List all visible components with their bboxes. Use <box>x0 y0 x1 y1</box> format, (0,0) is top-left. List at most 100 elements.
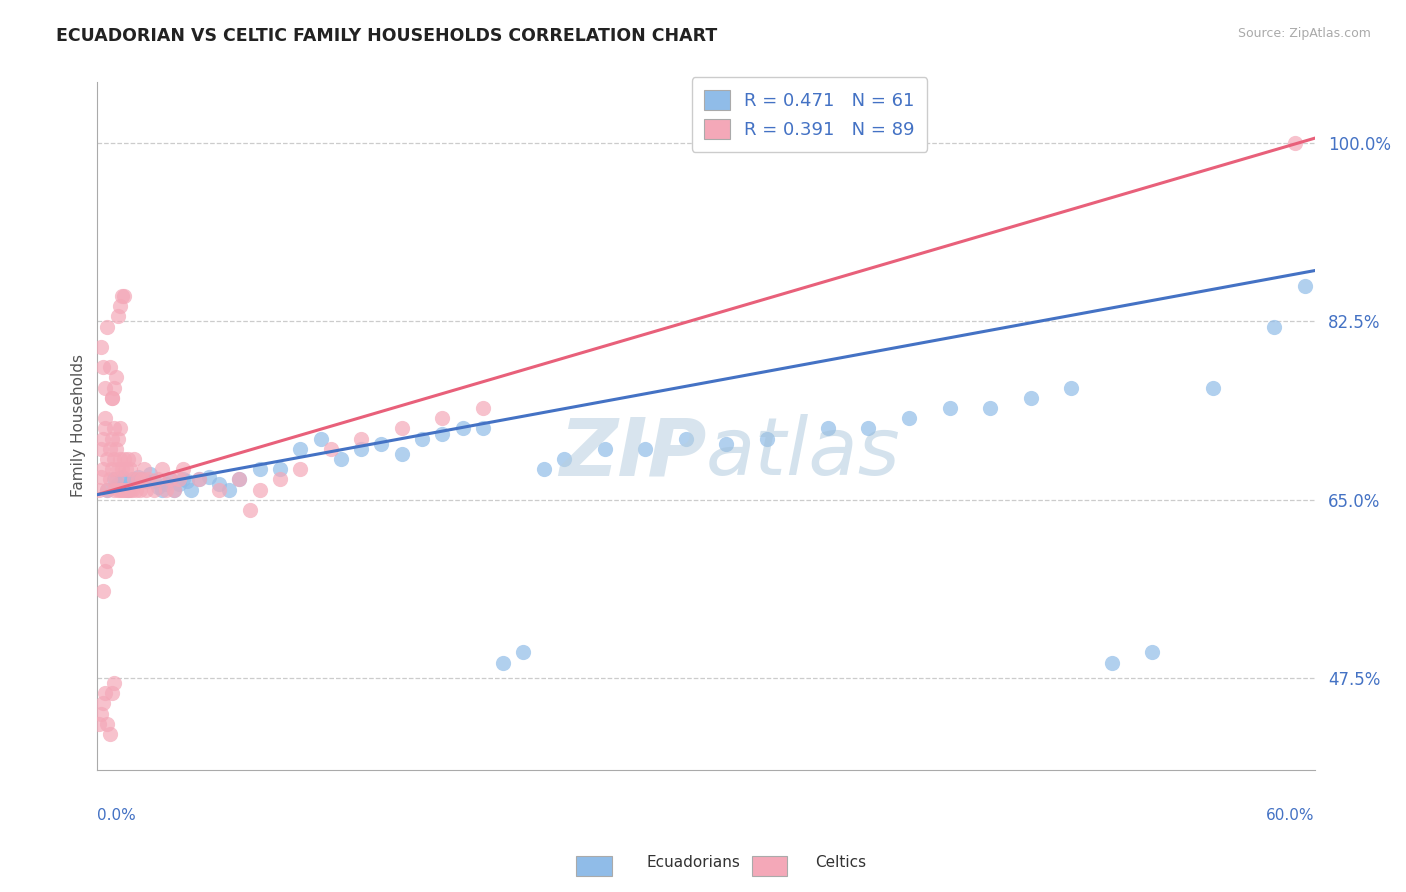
Point <box>187 472 209 486</box>
Point <box>1142 645 1164 659</box>
Y-axis label: Family Households: Family Households <box>72 354 86 498</box>
Point <box>103 472 125 486</box>
Point <box>96 319 118 334</box>
Point <box>117 483 139 497</box>
Point <box>90 442 112 456</box>
Point <box>104 442 127 456</box>
Point <box>176 475 198 489</box>
Text: ECUADORIAN VS CELTIC FAMILY HOUSEHOLDS CORRELATION CHART: ECUADORIAN VS CELTIC FAMILY HOUSEHOLDS C… <box>56 27 717 45</box>
Point <box>122 452 145 467</box>
Point <box>103 452 125 467</box>
Point <box>1101 656 1123 670</box>
Point <box>107 483 129 497</box>
Point <box>94 564 117 578</box>
Point <box>370 436 392 450</box>
Point <box>112 289 135 303</box>
Point <box>1202 381 1225 395</box>
Point <box>98 442 121 456</box>
Point <box>148 481 170 495</box>
Point <box>350 442 373 456</box>
Text: Source: ZipAtlas.com: Source: ZipAtlas.com <box>1237 27 1371 40</box>
Point <box>121 472 143 486</box>
Point <box>100 462 122 476</box>
Point <box>139 467 162 482</box>
Point <box>492 656 515 670</box>
Point <box>135 475 157 489</box>
Point <box>98 727 121 741</box>
Point <box>675 432 697 446</box>
Point <box>512 645 534 659</box>
Point <box>208 483 231 497</box>
Text: ZIP: ZIP <box>558 415 706 492</box>
Point <box>593 442 616 456</box>
Point <box>163 483 186 497</box>
Point <box>103 381 125 395</box>
Point <box>108 299 131 313</box>
Point <box>127 470 149 484</box>
Point <box>98 472 121 486</box>
Text: 60.0%: 60.0% <box>1267 808 1315 823</box>
Point <box>350 432 373 446</box>
Point <box>112 483 135 497</box>
Point <box>716 436 738 450</box>
Point <box>122 475 145 489</box>
Point <box>93 462 115 476</box>
Point <box>898 411 921 425</box>
Point <box>451 421 474 435</box>
Point <box>114 483 136 497</box>
Point <box>107 462 129 476</box>
Point <box>89 483 111 497</box>
Point <box>155 483 177 497</box>
Point <box>1294 278 1316 293</box>
Point <box>111 462 134 476</box>
Point <box>755 432 778 446</box>
Point <box>104 472 127 486</box>
Point <box>96 716 118 731</box>
Point <box>90 340 112 354</box>
Point <box>817 421 839 435</box>
Point <box>100 432 122 446</box>
Point <box>112 452 135 467</box>
Point <box>180 483 202 497</box>
Point <box>159 472 181 486</box>
Point <box>122 472 145 486</box>
Point <box>163 483 186 497</box>
Point <box>94 381 117 395</box>
Point <box>118 483 141 497</box>
Point <box>198 470 221 484</box>
Point <box>96 483 118 497</box>
Point <box>167 472 190 486</box>
Point <box>94 411 117 425</box>
Point <box>249 462 271 476</box>
Point <box>228 472 250 486</box>
Point <box>104 370 127 384</box>
Point <box>269 462 291 476</box>
Point <box>391 421 413 435</box>
Point <box>1060 381 1083 395</box>
Point <box>290 462 312 476</box>
Point <box>107 477 129 491</box>
Point <box>938 401 960 415</box>
Point <box>319 442 342 456</box>
Point <box>172 472 194 486</box>
Point <box>553 452 575 467</box>
Point <box>155 477 177 491</box>
Point <box>159 472 181 486</box>
Point <box>150 462 173 476</box>
Point <box>136 472 159 486</box>
Point <box>107 310 129 324</box>
Point <box>127 472 149 486</box>
Point <box>94 421 117 435</box>
Point <box>391 447 413 461</box>
Point <box>114 462 136 476</box>
Point <box>143 475 166 489</box>
Point <box>249 483 271 497</box>
Point <box>858 421 880 435</box>
Point <box>96 554 118 568</box>
Point <box>96 483 118 497</box>
Point <box>100 391 122 405</box>
Point <box>411 432 433 446</box>
Point <box>108 483 131 497</box>
Point <box>290 442 312 456</box>
Point <box>103 676 125 690</box>
